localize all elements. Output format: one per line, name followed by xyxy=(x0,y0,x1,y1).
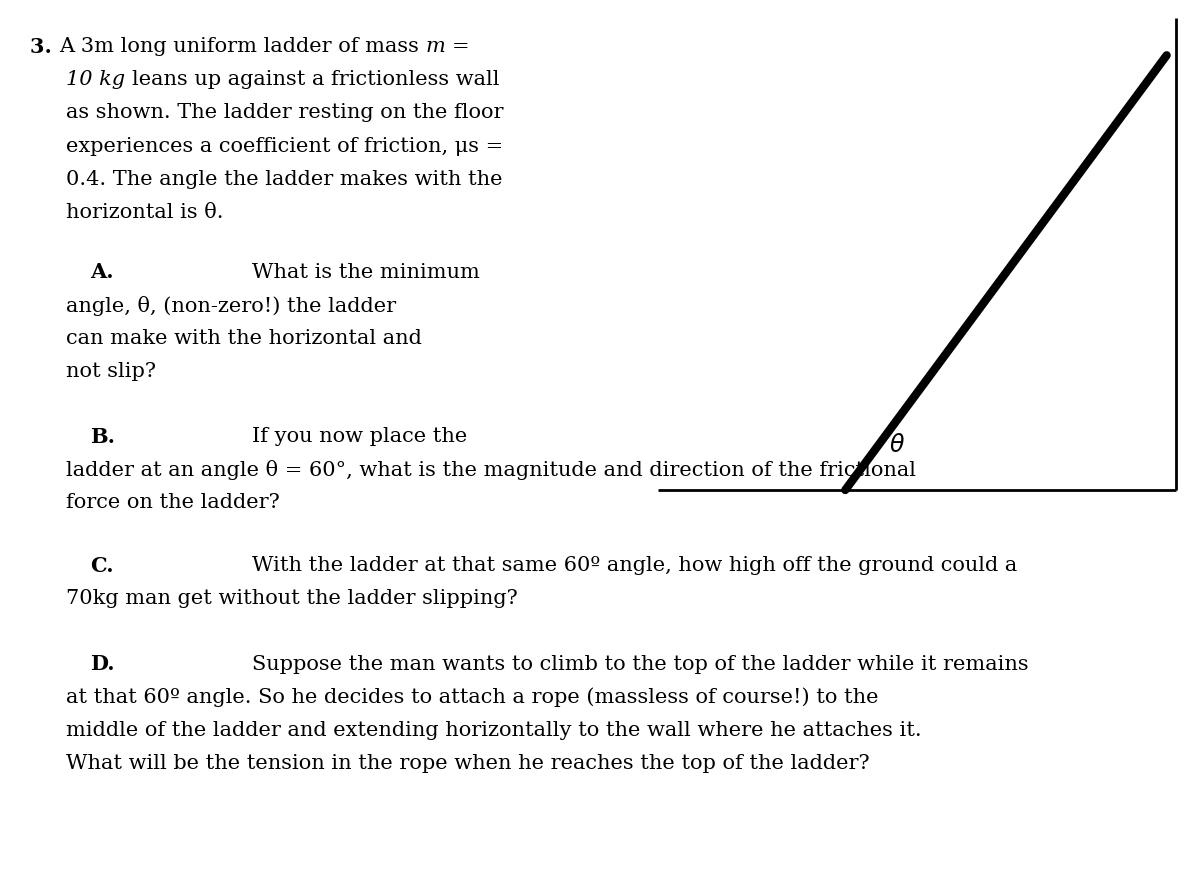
Text: 0.4. The angle the ladder makes with the: 0.4. The angle the ladder makes with the xyxy=(66,170,503,189)
Text: $\theta$: $\theta$ xyxy=(889,434,905,457)
Text: D.: D. xyxy=(90,654,115,675)
Text: force on the ladder?: force on the ladder? xyxy=(66,493,280,513)
Text: B.: B. xyxy=(90,427,115,447)
Text: not slip?: not slip? xyxy=(66,362,156,382)
Text: ladder at an angle θ = 60°, what is the magnitude and direction of the frictiona: ladder at an angle θ = 60°, what is the … xyxy=(66,460,916,480)
Text: leans up against a frictionless wall: leans up against a frictionless wall xyxy=(132,70,499,89)
Text: C.: C. xyxy=(90,556,114,576)
Text: A.: A. xyxy=(90,262,114,283)
Text: =: = xyxy=(452,37,469,56)
Text: as shown. The ladder resting on the floor: as shown. The ladder resting on the floo… xyxy=(66,103,504,123)
Text: can make with the horizontal and: can make with the horizontal and xyxy=(66,329,422,348)
Text: middle of the ladder and extending horizontally to the wall where he attaches it: middle of the ladder and extending horiz… xyxy=(66,721,922,740)
Text: 10 kg: 10 kg xyxy=(66,70,132,89)
Text: m: m xyxy=(426,37,452,56)
Text: 3.: 3. xyxy=(30,37,59,57)
Text: What is the minimum: What is the minimum xyxy=(252,262,480,282)
Text: experiences a coefficient of friction, μs =: experiences a coefficient of friction, μ… xyxy=(66,136,503,156)
Text: at that 60º angle. So he decides to attach a rope (massless of course!) to the: at that 60º angle. So he decides to atta… xyxy=(66,688,878,707)
Text: With the ladder at that same 60º angle, how high off the ground could a: With the ladder at that same 60º angle, … xyxy=(252,556,1018,575)
Text: 70kg man get without the ladder slipping?: 70kg man get without the ladder slipping… xyxy=(66,589,517,608)
Text: Suppose the man wants to climb to the top of the ladder while it remains: Suppose the man wants to climb to the to… xyxy=(252,654,1028,674)
Text: If you now place the: If you now place the xyxy=(252,427,467,446)
Text: A 3m long uniform ladder of mass: A 3m long uniform ladder of mass xyxy=(59,37,426,56)
Text: What will be the tension in the rope when he reaches the top of the ladder?: What will be the tension in the rope whe… xyxy=(66,754,870,774)
Text: horizontal is θ.: horizontal is θ. xyxy=(66,203,223,222)
Text: angle, θ, (non-zero!) the ladder: angle, θ, (non-zero!) the ladder xyxy=(66,296,396,316)
